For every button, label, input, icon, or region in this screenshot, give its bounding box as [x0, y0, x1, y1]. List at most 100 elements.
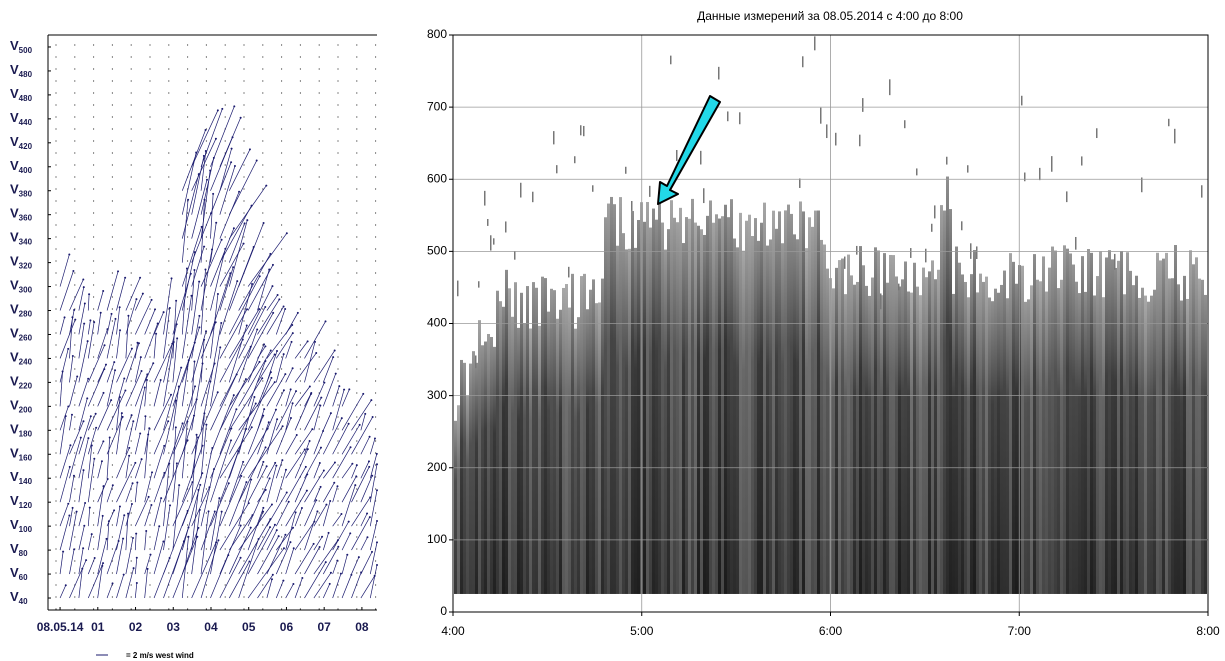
grid-dot: [93, 440, 95, 442]
grid-dot: [74, 260, 76, 262]
grid-dot: [356, 392, 358, 394]
wind-vector: [322, 583, 331, 599]
wind-vector: [191, 138, 217, 191]
echo-column: [568, 307, 571, 594]
wind-vector: [191, 315, 200, 359]
grid-dot: [130, 224, 132, 226]
echo-speck: [592, 185, 594, 192]
echo-column: [538, 325, 541, 594]
arrow-head: [69, 444, 72, 447]
grid-dot: [356, 536, 358, 538]
wind-vector: [210, 273, 231, 335]
grid-dot: [224, 260, 226, 262]
grid-dot: [130, 356, 132, 358]
echo-column: [949, 209, 952, 594]
y-tick-label: 0: [440, 604, 447, 618]
wind-vector: [219, 475, 242, 527]
wind-vector: [59, 317, 65, 335]
grid-dot: [375, 164, 377, 166]
grid-dot: [187, 164, 189, 166]
echo-speck: [1174, 128, 1176, 144]
grid-dot: [187, 272, 189, 274]
echo-column: [643, 221, 646, 594]
arrow-head: [213, 510, 216, 513]
grid-dot: [356, 284, 358, 286]
echo-column: [1120, 251, 1123, 594]
echo-column: [985, 276, 988, 594]
echo-column: [904, 261, 907, 594]
wind-vector: [257, 299, 280, 335]
grid-dot: [55, 128, 57, 130]
arrow-head: [324, 320, 327, 323]
echo-column: [1168, 278, 1171, 594]
grid-dot: [130, 260, 132, 262]
wind-vector: [191, 110, 219, 167]
grid-dot: [149, 416, 151, 418]
grid-dot: [93, 452, 95, 454]
echo-column: [997, 292, 1000, 594]
arrow-head: [132, 567, 135, 570]
grid-dot: [281, 236, 283, 238]
arrow-head: [239, 556, 242, 559]
arrow-head: [205, 330, 208, 333]
arrow-head: [144, 415, 147, 418]
echo-column: [925, 277, 928, 594]
wind-vector: [304, 511, 318, 551]
wind-vector: [341, 574, 352, 599]
arrow-head: [169, 504, 172, 507]
wind-vector: [116, 330, 121, 359]
grid-dot: [168, 200, 170, 202]
grid-dot: [224, 296, 226, 298]
grid-dot: [168, 416, 170, 418]
wind-vector: [200, 511, 216, 551]
wind-vector: [163, 505, 171, 551]
grid-dot: [224, 332, 226, 334]
grid-dot: [205, 560, 207, 562]
arrow-head: [82, 469, 85, 472]
wind-vector: [294, 448, 309, 479]
echo-speck: [631, 201, 633, 211]
grid-dot: [243, 560, 245, 562]
wind-vector: [200, 381, 211, 431]
wind-vector: [210, 511, 222, 575]
grid-dot: [55, 188, 57, 190]
arrow-head: [175, 462, 178, 465]
arrow-head: [233, 165, 236, 168]
arrow-head: [282, 547, 285, 550]
wind-vector: [134, 299, 152, 335]
grid-dot: [281, 224, 283, 226]
grid-dot: [111, 44, 113, 46]
wind-vector: [181, 295, 192, 359]
echo-speck: [931, 223, 933, 232]
grid-dot: [356, 512, 358, 514]
arrow-head: [276, 294, 279, 297]
wind-vector: [153, 312, 164, 335]
grid-dot: [299, 248, 301, 250]
arrow-head: [268, 477, 271, 480]
wind-vector: [153, 343, 173, 383]
wind-vector: [97, 290, 104, 311]
echo-speck: [553, 131, 555, 145]
grid-dot: [318, 416, 320, 418]
grid-dot: [55, 596, 57, 598]
wind-vector: [266, 350, 278, 383]
wind-vector: [210, 222, 217, 263]
arrow-head: [376, 564, 378, 567]
grid-dot: [168, 248, 170, 250]
grid-dot: [130, 200, 132, 202]
grid-dot: [375, 260, 377, 262]
grid-dot: [281, 140, 283, 142]
wind-vector: [144, 416, 146, 431]
wind-vector: [247, 377, 272, 431]
grid-dot: [262, 596, 264, 598]
wind-vector: [351, 572, 362, 599]
grid-dot: [337, 44, 339, 46]
grid-dot: [243, 176, 245, 178]
wind-vector: [238, 504, 273, 551]
grid-dot: [93, 428, 95, 430]
grid-dot: [93, 104, 95, 106]
grid-dot: [168, 236, 170, 238]
wind-vector: [144, 323, 158, 359]
x-tick-label: 4:00: [441, 624, 465, 638]
grid-dot: [187, 392, 189, 394]
